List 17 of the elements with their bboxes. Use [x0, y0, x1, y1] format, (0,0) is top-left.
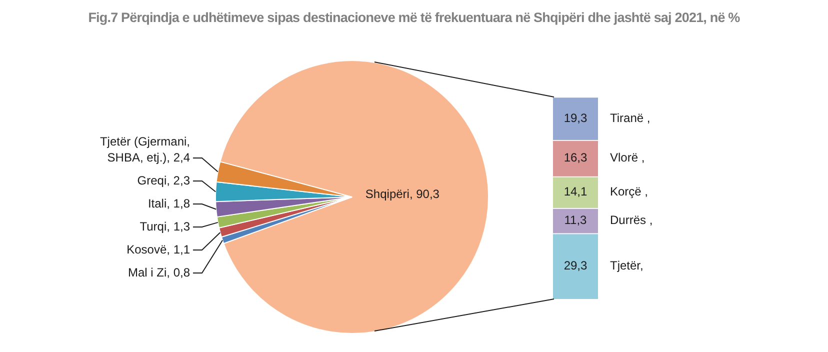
data-label: 29,3: [564, 258, 588, 273]
data-label: 14,1: [564, 184, 588, 199]
slice-label: Itali, 1,8: [148, 196, 190, 210]
series-label: Tjetër,: [610, 258, 644, 273]
data-label: 19,3: [564, 110, 588, 125]
data-label: 16,3: [564, 150, 588, 165]
series-label: Vlorë ,: [610, 150, 645, 165]
data-label: 11,3: [564, 213, 588, 228]
chart-title: Fig.7 Përqindja e udhëtimeve sipas destinacioneve më të frekuentuara në Shqipëri dhe jashtë saj 2021, në %: [87, 10, 741, 25]
series-label: Korçë ,: [610, 184, 648, 199]
series-label: Tiranë ,: [610, 110, 650, 125]
slice-label: Tjetër (Gjermani, SHBA, etj.), 2,4: [100, 134, 190, 164]
slice-label: Kosovë, 1,1: [126, 242, 190, 256]
slice-label: Mal i Zi, 0,8: [128, 265, 190, 280]
slice-label: Turqi, 1,3: [140, 219, 190, 234]
slice-label: Greqi, 2,3: [137, 173, 190, 188]
series-label: Durrës ,: [610, 213, 653, 228]
